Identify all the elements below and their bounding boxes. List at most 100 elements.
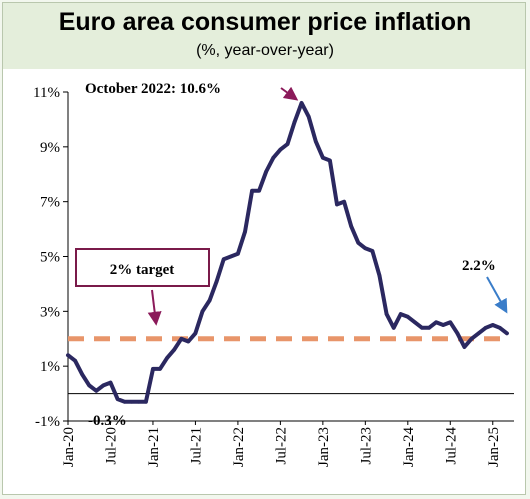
data-point — [172, 347, 176, 352]
target-arrow — [147, 289, 162, 326]
data-point — [462, 345, 467, 349]
x-tick-label: Jul-22 — [273, 427, 289, 465]
y-tick-label: 5% — [40, 250, 60, 266]
data-point — [363, 246, 368, 251]
data-point — [441, 323, 446, 327]
data-point — [278, 147, 283, 152]
data-point — [207, 298, 212, 303]
x-tick-label: Jul-21 — [188, 427, 204, 465]
x-tick-label: Jan-23 — [316, 427, 332, 467]
y-tick-label: 1% — [40, 359, 60, 375]
peak-annotation: October 2022: 10.6% — [85, 81, 299, 101]
title-bar — [3, 3, 525, 69]
data-point — [314, 139, 318, 144]
data-point — [271, 156, 276, 160]
data-point — [137, 400, 141, 404]
data-point — [221, 257, 226, 262]
peak-label: October 2022: 10.6% — [85, 81, 221, 97]
data-point — [377, 273, 382, 278]
x-tick-label: Jan-22 — [231, 427, 247, 467]
data-point — [179, 337, 184, 341]
data-point — [321, 156, 325, 160]
data-point — [335, 202, 339, 207]
data-point — [101, 383, 106, 388]
data-point — [66, 353, 70, 358]
y-tick-label: 9% — [40, 140, 60, 156]
data-point — [257, 188, 261, 193]
data-point — [455, 331, 460, 336]
y-axis: -1% 1% 3% 5% 7% 9% 11% — [33, 85, 69, 430]
data-point — [243, 230, 247, 234]
x-axis: Jan-20 Jul-20 Jan-21 Jul-21 Jan-22 Jul-22 Jan-… — [61, 420, 514, 467]
data-point — [498, 326, 502, 330]
data-point — [193, 331, 198, 336]
data-point — [342, 199, 346, 204]
data-point — [144, 400, 148, 404]
target-label-box — [75, 248, 210, 287]
peak-arrow — [280, 86, 299, 101]
data-point — [349, 224, 354, 229]
data-point — [384, 312, 389, 316]
data-point — [427, 326, 431, 330]
data-point — [434, 320, 438, 325]
x-tick-label: Jan-24 — [401, 427, 417, 467]
latest-arrow — [486, 276, 508, 314]
data-point — [413, 320, 417, 325]
chart-title: Euro area consumer price inflation — [58, 8, 472, 36]
data-point — [420, 326, 424, 330]
data-point — [476, 331, 481, 336]
data-point — [264, 169, 269, 174]
latest-annotation: 2.2% — [462, 258, 508, 314]
data-point — [229, 254, 233, 259]
y-tick-label: -1% — [35, 414, 60, 430]
data-point — [370, 249, 375, 253]
x-tick-label: Jul-20 — [103, 427, 119, 465]
x-tick-label: Jan-20 — [61, 427, 77, 467]
latest-label: 2.2% — [462, 258, 496, 274]
data-point — [469, 337, 474, 341]
data-point — [398, 312, 403, 316]
data-point — [299, 101, 304, 105]
data-point — [129, 400, 134, 404]
data-point — [94, 389, 99, 393]
data-point — [115, 397, 120, 401]
data-point — [73, 358, 77, 363]
data-point — [406, 315, 410, 319]
data-point — [306, 114, 311, 119]
y-tick-label: 7% — [40, 195, 60, 211]
data-point — [108, 380, 113, 385]
data-point — [391, 326, 396, 330]
trough-annotation: -0.3% — [88, 413, 127, 429]
data-point — [250, 188, 254, 193]
x-tick-label: Jan-21 — [146, 427, 162, 467]
data-point — [122, 400, 127, 404]
y-tick-label: 3% — [40, 304, 60, 320]
trough-label: -0.3% — [88, 413, 127, 429]
data-point — [165, 356, 169, 360]
data-point — [214, 279, 219, 284]
x-tick-label: Jul-24 — [443, 427, 459, 465]
x-tick-label: Jan-25 — [486, 427, 502, 467]
data-point — [285, 142, 290, 146]
target-label: 2% target — [110, 262, 175, 278]
data-point — [491, 323, 495, 327]
data-point — [200, 309, 205, 314]
data-point — [356, 241, 361, 245]
y-tick-label: 11% — [33, 85, 60, 101]
x-tick-label: Jul-23 — [358, 427, 374, 465]
data-point — [158, 367, 162, 371]
data-point — [87, 383, 91, 388]
target-annotation: 2% target — [75, 248, 210, 326]
data-point — [236, 252, 240, 256]
data-point — [292, 120, 297, 124]
data-point — [186, 339, 191, 344]
data-point — [80, 372, 84, 377]
chart-subtitle: (%, year-over-year) — [196, 42, 334, 59]
data-point — [151, 367, 155, 371]
series-group — [66, 101, 509, 404]
data-point — [505, 331, 509, 336]
data-point — [483, 326, 488, 330]
data-point — [328, 158, 332, 163]
data-point — [448, 320, 453, 325]
